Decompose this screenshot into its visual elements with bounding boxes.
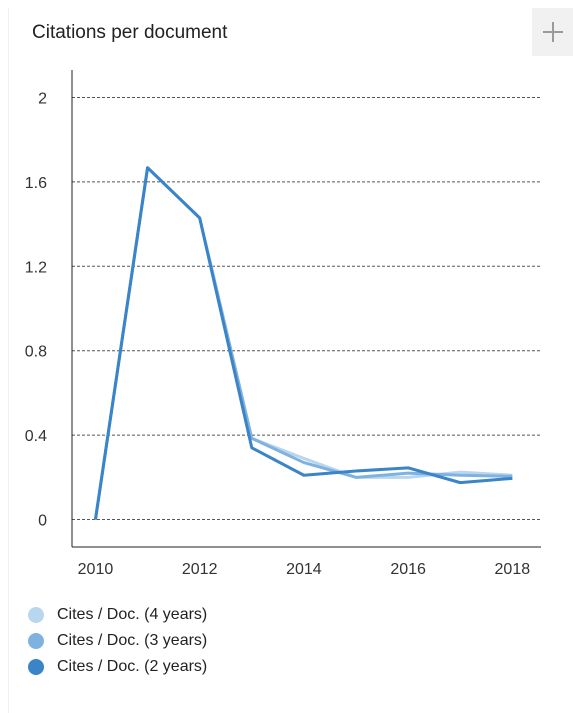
y-tick-label: 2 [38,90,47,107]
legend-swatch [28,659,44,675]
x-tick-label: 2018 [495,561,531,578]
chart-card: Citations per document [8,8,573,713]
x-tick-label: 2016 [390,561,426,578]
y-tick-labels: 0 0.4 0.8 1.2 1.6 2 [25,90,47,529]
series-line-3 [93,166,513,520]
series-line-1 [93,166,513,520]
series-lines [93,166,513,520]
legend-label: Cites / Doc. (4 years) [57,606,208,623]
gridlines [72,96,541,521]
axes [71,70,541,548]
legend-item[interactable]: Cites / Doc. (3 years) [28,628,207,654]
legend-label: Cites / Doc. (2 years) [57,658,208,675]
legend-label: Cites / Doc. (3 years) [57,632,208,649]
x-tick-labels: 2010 2012 2014 2016 2018 [78,561,531,578]
plus-icon [542,21,564,43]
x-tick-label: 2014 [286,561,322,578]
y-tick-label: 0 [38,513,47,530]
legend-item[interactable]: Cites / Doc. (2 years) [28,654,207,680]
legend: Cites / Doc. (4 years) Cites / Doc. (3 ye… [28,602,207,680]
y-tick-label: 0.8 [25,344,47,361]
legend-swatch [28,607,44,623]
chart-title: Citations per document [32,22,228,43]
x-tick-label: 2010 [78,561,114,578]
y-tick-label: 1.6 [25,175,47,192]
x-tick-label: 2012 [182,561,218,578]
y-tick-label: 0.4 [25,428,47,445]
legend-swatch [28,633,44,649]
y-tick-label: 1.2 [25,259,47,276]
legend-item[interactable]: Cites / Doc. (4 years) [28,602,207,628]
add-button[interactable] [532,8,573,56]
line-chart: 0 0.4 0.8 1.2 1.6 2 2010 2012 2014 2016 2018 [25,70,541,578]
series-line-2 [93,166,513,520]
